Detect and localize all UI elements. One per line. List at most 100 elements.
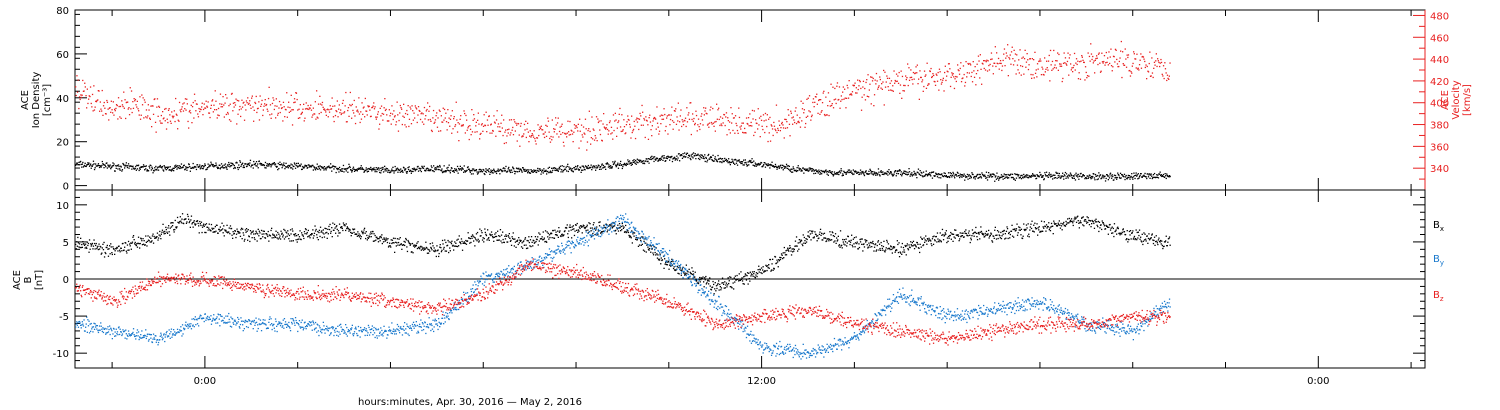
Bx-point (541, 236, 543, 238)
Bx-point (340, 227, 342, 229)
Bx-point (583, 225, 585, 227)
density-point (732, 161, 734, 163)
Bx-point (229, 225, 232, 227)
Bx-point (643, 240, 645, 242)
density-point (113, 163, 115, 165)
density-point (185, 166, 187, 168)
velocity-point (492, 130, 494, 132)
velocity-point (277, 112, 279, 114)
velocity-point (456, 131, 459, 133)
Bx-point (146, 245, 148, 247)
density-point (311, 165, 313, 167)
velocity-point (151, 126, 153, 128)
density-point (680, 154, 682, 156)
velocity-point (652, 120, 654, 122)
density-point (335, 166, 337, 168)
velocity-point (175, 113, 177, 115)
velocity-point (1016, 54, 1018, 56)
density-point (329, 167, 331, 169)
Bx-point (528, 236, 530, 238)
density-point (93, 168, 96, 171)
density-point (538, 170, 540, 172)
velocity-point (208, 112, 210, 114)
density-point (955, 174, 957, 176)
density-point (391, 168, 393, 170)
Bx-point (487, 229, 489, 231)
velocity-point (97, 90, 99, 92)
Bx-point (255, 232, 258, 234)
density-point (1089, 176, 1092, 178)
Bx-point (722, 282, 724, 284)
velocity-point (95, 100, 97, 102)
velocity-point (734, 115, 737, 117)
Bx-point (488, 237, 490, 239)
velocity-point (410, 108, 412, 110)
velocity-point (348, 115, 350, 117)
density-point (238, 166, 240, 169)
density-point (723, 160, 725, 163)
Bx-point (601, 231, 603, 233)
velocity-point (1115, 49, 1117, 51)
density-point (908, 171, 911, 173)
density-point (696, 154, 699, 156)
density-point (146, 169, 149, 171)
velocity-point (813, 106, 815, 108)
density-point (1150, 174, 1152, 176)
density-point (729, 164, 731, 166)
density-point (582, 169, 584, 171)
velocity-point (984, 69, 987, 71)
velocity-point (327, 116, 329, 118)
velocity-point (491, 132, 493, 134)
velocity-point (914, 72, 917, 74)
velocity-point (808, 95, 811, 97)
Bx-point (97, 245, 99, 247)
density-point (714, 156, 716, 158)
density-point (727, 162, 729, 164)
density-point (690, 154, 692, 156)
velocity-point (506, 129, 509, 131)
velocity-point (223, 116, 225, 118)
density-point (209, 165, 211, 167)
density-point (332, 165, 335, 167)
top-right-ylabel-line: ACE (1440, 90, 1451, 110)
density-point (245, 163, 247, 165)
density-point (444, 171, 446, 173)
velocity-point (1003, 48, 1006, 50)
density-point (614, 160, 616, 162)
velocity-point (1103, 60, 1105, 63)
Bx-point (102, 249, 105, 251)
density-point (1080, 172, 1082, 175)
density-point (94, 167, 96, 169)
Bx-point (757, 272, 759, 275)
velocity-point (341, 112, 343, 114)
Bx-point (272, 233, 274, 235)
velocity-point (466, 119, 468, 121)
velocity-point (608, 121, 611, 124)
density-point (1020, 178, 1023, 180)
density-point (183, 164, 185, 166)
density-point (626, 162, 628, 165)
Bx-point (572, 225, 574, 227)
density-point (457, 172, 459, 174)
velocity-point (107, 108, 109, 110)
density-point (541, 171, 543, 173)
velocity-point (795, 122, 798, 125)
velocity-point (805, 116, 807, 118)
velocity-point (851, 91, 854, 93)
density-point (417, 165, 419, 168)
density-point (487, 169, 489, 171)
density-point (617, 162, 619, 164)
velocity-point (970, 75, 972, 78)
density-point (111, 166, 113, 168)
Bx-point (303, 237, 305, 240)
Bx-point (730, 276, 732, 279)
Bx-point (319, 226, 322, 228)
velocity-point (1077, 60, 1079, 62)
velocity-point (873, 94, 876, 96)
density-point (417, 170, 420, 172)
density-point (1118, 174, 1120, 176)
velocity-point (578, 147, 580, 149)
density-point (414, 168, 416, 170)
density-point (783, 167, 785, 169)
Bx-point (220, 229, 223, 231)
